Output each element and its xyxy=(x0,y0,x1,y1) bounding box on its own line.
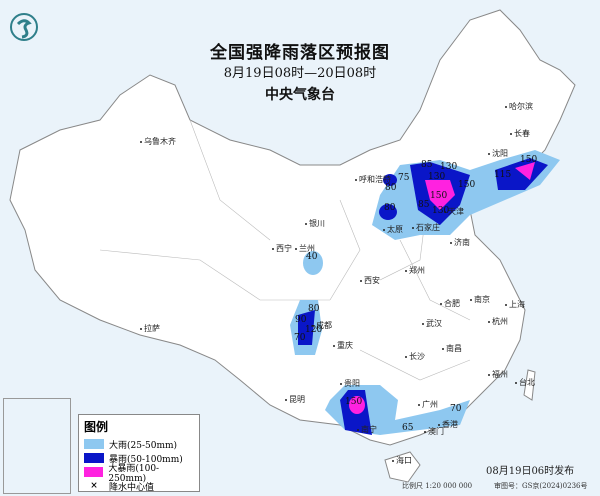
rain-value: 40 xyxy=(306,252,318,262)
city-label: 昆明 xyxy=(285,394,305,405)
city-label: 贵阳 xyxy=(340,378,360,389)
south-china-sea-inset xyxy=(3,398,71,494)
rain-value: 85 xyxy=(421,160,433,170)
city-label: 太原 xyxy=(383,224,403,235)
rain-value: 130 xyxy=(440,162,458,172)
forecast-period: 8月19日08时—20日08时 xyxy=(223,66,377,81)
legend-label: 大暴雨(100-250mm) xyxy=(108,463,160,484)
city-label: 成都 xyxy=(312,320,332,331)
rain-value: 80 xyxy=(385,183,397,193)
legend-item: 大雨(25-50mm) xyxy=(84,437,194,451)
legend: 图例 大雨(25-50mm) 暴雨(50-100mm) 大暴雨(100-250m… xyxy=(78,414,200,493)
map-approval-number: 审图号：GS京(2024)0236号 xyxy=(494,482,588,490)
city-label: 长春 xyxy=(510,128,530,139)
city-label: 重庆 xyxy=(333,340,353,351)
map-scale: 比例尺 1:20 000 000 xyxy=(402,482,473,490)
legend-item: 暴雨(50-100mm) xyxy=(84,451,194,465)
city-label: 西安 xyxy=(360,275,380,286)
city-label: 兰州 xyxy=(295,243,315,254)
city-label: 海口 xyxy=(392,455,412,466)
city-label: 武汉 xyxy=(422,318,442,329)
city-label: 天津 xyxy=(444,206,464,217)
city-label: 长沙 xyxy=(405,351,425,362)
city-label: 南宁 xyxy=(357,424,377,435)
city-label: 乌鲁木齐 xyxy=(140,136,176,147)
city-label: 广州 xyxy=(418,399,438,410)
city-label: 澳门 xyxy=(424,426,444,437)
rain-value: 150 xyxy=(458,180,476,190)
legend-title: 图例 xyxy=(84,420,109,434)
city-label: 福州 xyxy=(488,369,508,380)
issue-time: 08月19日06时发布 xyxy=(486,466,575,477)
cma-logo-icon xyxy=(10,13,38,41)
city-label: 香港 xyxy=(438,419,458,430)
city-label: 拉萨 xyxy=(140,323,160,334)
map-title: 全国强降雨落区预报图 xyxy=(210,43,390,63)
city-label: 南昌 xyxy=(442,343,462,354)
rain-value: 150 xyxy=(430,191,448,201)
rain-value: 80 xyxy=(384,203,396,213)
city-label: 济南 xyxy=(450,237,470,248)
legend-label: 降水中心值 xyxy=(109,482,155,493)
city-label: 台北 xyxy=(515,377,535,388)
rain-value: 120 xyxy=(305,325,323,335)
province-borders xyxy=(99,119,471,381)
rain-value: 80 xyxy=(308,304,320,314)
city-label: 呼和浩特 xyxy=(355,174,391,185)
city-label: 石家庄 xyxy=(412,222,440,233)
rain-value: 115 xyxy=(494,170,512,180)
legend-swatch xyxy=(84,439,104,449)
legend-item: 大暴雨(100-250mm) xyxy=(84,464,194,484)
city-label: 郑州 xyxy=(405,265,425,276)
rain-value: 65 xyxy=(402,423,414,433)
city-label: 合肥 xyxy=(440,298,460,309)
city-label: 西宁 xyxy=(272,243,292,254)
city-label: 哈尔滨 xyxy=(505,101,533,112)
city-label: 上海 xyxy=(505,299,525,310)
city-label: 南京 xyxy=(470,294,490,305)
legend-label: 暴雨(50-100mm) xyxy=(109,454,183,465)
legend-label: 大雨(25-50mm) xyxy=(109,440,178,451)
rain-value: 70 xyxy=(294,333,306,343)
city-label: 杭州 xyxy=(488,316,508,327)
legend-swatch xyxy=(84,467,104,477)
rain-value: 150 xyxy=(520,155,538,165)
agency-name: 中央气象台 xyxy=(265,87,335,103)
rain-areas xyxy=(290,150,560,435)
rain-value: 90 xyxy=(295,315,307,325)
rain-value: 130 xyxy=(428,172,446,182)
city-label: 沈阳 xyxy=(488,148,508,159)
legend-item: × 降水中心值 xyxy=(84,479,194,493)
city-label: 银川 xyxy=(305,218,325,229)
legend-swatch xyxy=(84,453,104,463)
rain-value: 85 xyxy=(418,200,430,210)
rain-value: 75 xyxy=(398,173,410,183)
rain-value: 70 xyxy=(450,404,462,414)
rain-value: 130 xyxy=(432,206,450,216)
rain-value: 150 xyxy=(345,397,363,407)
cross-icon: × xyxy=(90,481,98,491)
